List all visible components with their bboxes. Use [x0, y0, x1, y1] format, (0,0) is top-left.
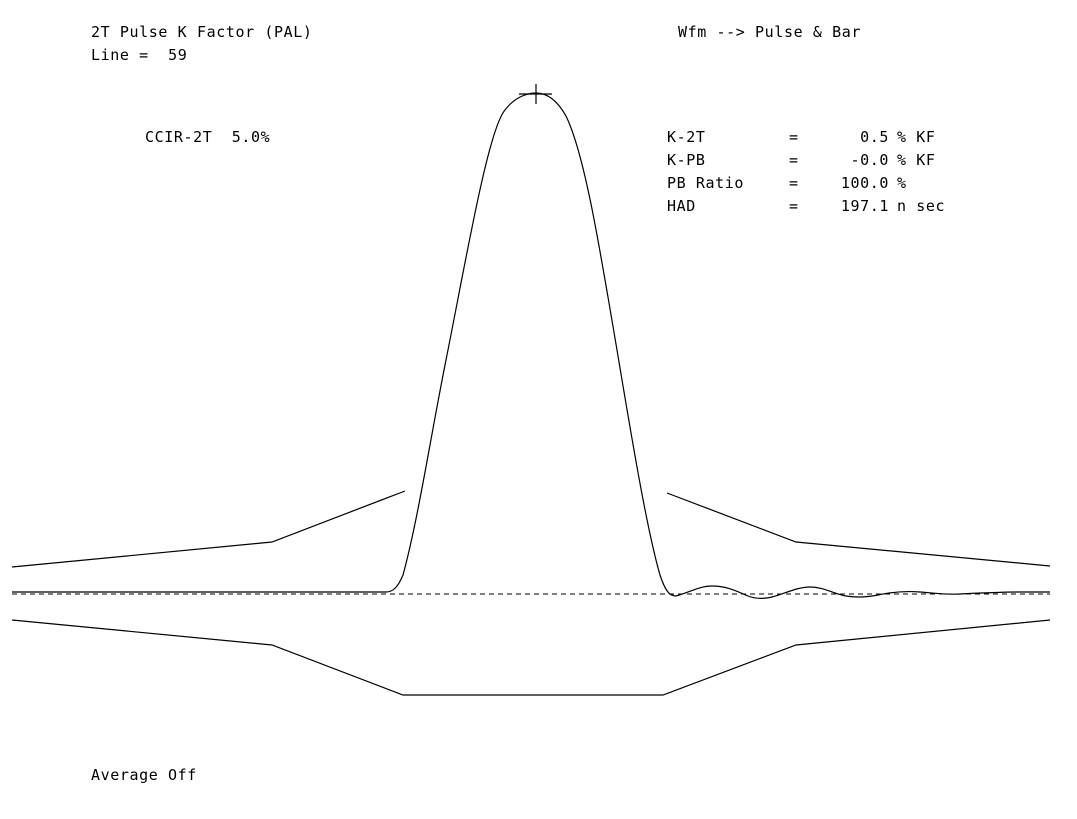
- measurement-value: 197.1: [840, 197, 889, 215]
- measurement-unit: n sec: [897, 197, 946, 215]
- measurement-label: PB Ratio: [667, 174, 745, 192]
- page-title: 2T Pulse K Factor (PAL): [91, 23, 313, 41]
- measurement-label: HAD: [667, 197, 696, 215]
- lower-tolerance: [11, 619, 1051, 696]
- measurement-equals: =: [789, 151, 799, 169]
- measurement-k2t: K-2T = 0.5 % KF: [667, 128, 935, 218]
- average-status: Average Off: [91, 766, 197, 784]
- measurement-value: 100.0: [840, 174, 889, 192]
- measurement-equals: =: [789, 128, 799, 146]
- measurement-value: 0.5: [860, 128, 889, 146]
- measurement-unit: % KF: [897, 151, 936, 169]
- upper-tolerance-right: [666, 492, 1051, 567]
- upper-tolerance-left: [11, 490, 406, 568]
- measurement-value: -0.0: [850, 151, 889, 169]
- line-number: Line = 59: [91, 46, 187, 64]
- graticule-label: CCIR-2T 5.0%: [145, 128, 270, 146]
- measurement-pb-ratio: PB Ratio = 100.0 %: [667, 174, 906, 264]
- measurement-unit: %: [897, 174, 907, 192]
- measurement-equals: =: [789, 174, 799, 192]
- line-number-label: Line =: [91, 46, 149, 64]
- pulse-trace: [12, 92, 1050, 599]
- measurement-label: K-PB: [667, 151, 706, 169]
- graticule-tolerance: 5.0%: [231, 128, 271, 146]
- line-number-value: 59: [168, 46, 188, 64]
- measurement-unit: % KF: [897, 128, 936, 146]
- measurement-had: HAD = 197.1 n sec: [667, 197, 945, 287]
- measurement-kpb: K-PB = -0.0 % KF: [667, 151, 935, 241]
- mode-indicator: Wfm --> Pulse & Bar: [678, 23, 861, 41]
- measurement-label: K-2T: [667, 128, 706, 146]
- graticule-name: CCIR-2T: [145, 128, 213, 146]
- measurement-equals: =: [789, 197, 799, 215]
